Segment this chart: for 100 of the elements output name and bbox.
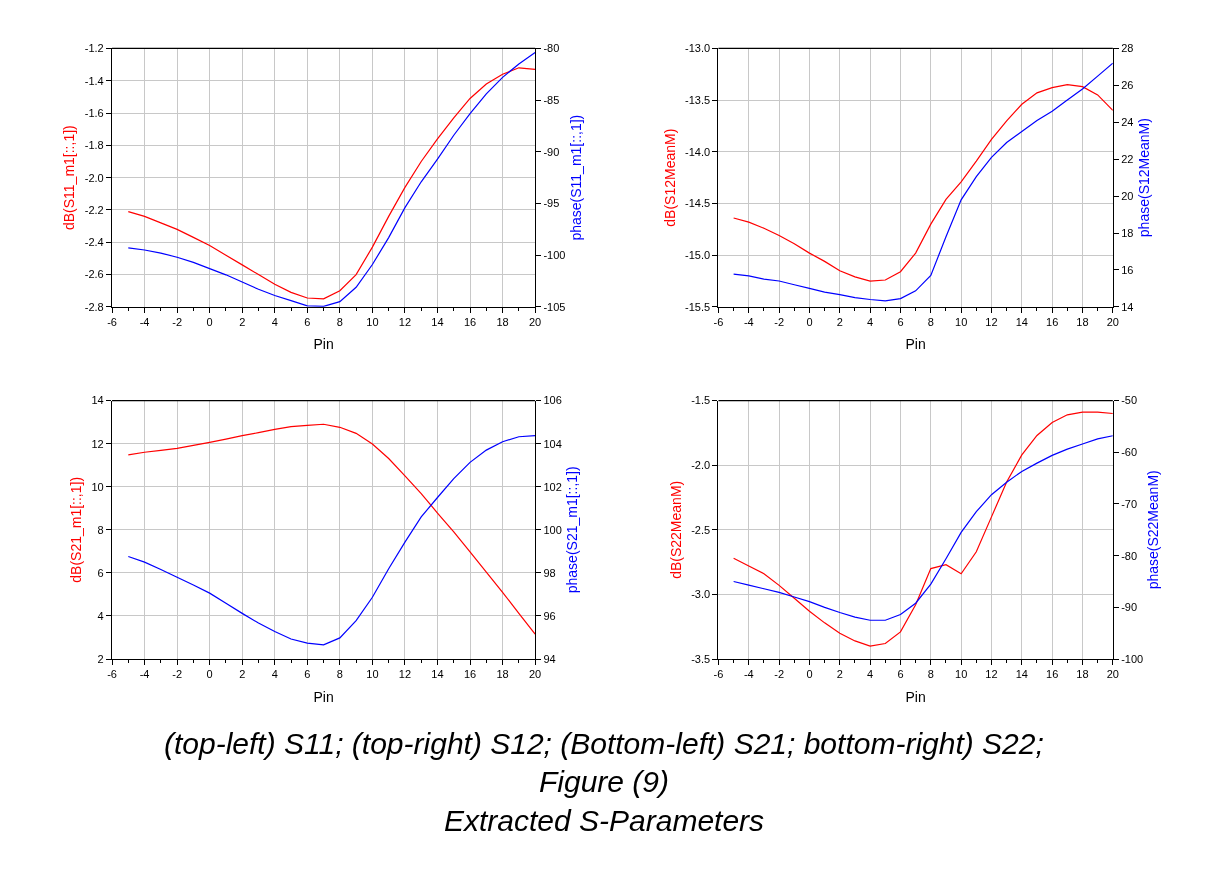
y2-tick-label: 98 <box>543 566 556 579</box>
y2-tick-label: -80 <box>543 42 560 55</box>
text: Extracted S-Parameters <box>444 804 765 837</box>
y2-tick-label: -105 <box>543 300 566 313</box>
y-tick-label: 14 <box>91 394 104 407</box>
y-axis-title: dB(S11_m1[::,1]) <box>61 125 78 231</box>
x-tick-label: 12 <box>398 668 412 681</box>
x-axis-title: Pin <box>905 336 926 353</box>
x-tick-label: -6 <box>713 668 724 681</box>
y-tick-label: -15.0 <box>685 249 711 262</box>
y-tick-label: 10 <box>91 480 104 493</box>
x-tick-label: 4 <box>867 668 874 681</box>
x-axis-title: Pin <box>905 688 926 705</box>
x-axis-title: Pin <box>313 336 334 353</box>
x-tick-label: 14 <box>1015 668 1028 681</box>
x-tick-label: -2 <box>172 668 182 681</box>
y-tick-label: 8 <box>97 523 104 536</box>
x-tick-label: 12 <box>398 316 412 329</box>
line-series <box>733 62 1113 302</box>
y-tick-label: -2.5 <box>691 523 711 536</box>
x-tick-label: 2 <box>239 316 246 329</box>
y2-tick-label: 24 <box>1121 116 1134 129</box>
x-tick-label: -4 <box>743 668 754 681</box>
y-tick-label: -1.6 <box>84 106 104 119</box>
y2-tick-label: 18 <box>1121 226 1134 239</box>
x-tick-label: 18 <box>496 316 509 329</box>
y2-tick-label: -95 <box>543 197 560 210</box>
x-tick-label: 6 <box>304 668 311 681</box>
x-tick-label: 8 <box>927 316 934 329</box>
line-series <box>733 84 1113 282</box>
y2-tick-label: 14 <box>1121 300 1134 313</box>
y2-tick-label: 100 <box>543 523 562 536</box>
y2-tick-label: 22 <box>1121 153 1134 166</box>
x-tick-label: 12 <box>985 668 998 681</box>
x-tick-label: 0 <box>806 316 813 329</box>
y2-tick-label: 16 <box>1121 263 1134 276</box>
y2-tick-label: -70 <box>1121 497 1138 510</box>
y-tick-label: -14.0 <box>685 145 711 158</box>
y2-tick-label: 96 <box>543 609 556 622</box>
y2-axis-title: phase(S12MeanM) <box>1135 118 1152 238</box>
y-tick-label: -2.0 <box>691 459 711 472</box>
x-tick-label: 4 <box>271 316 278 329</box>
y2-tick-label: -85 <box>543 93 560 106</box>
y2-tick-label: -100 <box>1121 652 1144 665</box>
y-tick-label: -3.0 <box>691 588 711 601</box>
x-tick-label: 6 <box>897 668 904 681</box>
x-tick-label: 8 <box>336 316 343 329</box>
line-series <box>733 435 1113 621</box>
x-tick-label: 2 <box>836 668 843 681</box>
y2-tick-label: -90 <box>543 145 560 158</box>
x-tick-label: 0 <box>206 316 213 329</box>
y-tick-label: -2.6 <box>84 268 104 281</box>
x-tick-label: 14 <box>431 316 444 329</box>
x-tick-label: -4 <box>139 316 150 329</box>
x-tick-label: 16 <box>463 668 477 681</box>
y-tick-label: 12 <box>91 437 104 450</box>
y2-tick-label: 102 <box>543 480 562 493</box>
x-tick-label: 0 <box>806 668 813 681</box>
x-tick-label: 20 <box>1106 316 1119 329</box>
y-tick-label: -1.2 <box>84 42 104 55</box>
x-tick-label: 10 <box>955 316 968 329</box>
x-axis-title: Pin <box>313 688 334 705</box>
x-tick-label: -6 <box>107 668 117 681</box>
y2-tick-label: -60 <box>1121 446 1138 459</box>
y-axis-title: dB(S12MeanM) <box>661 128 678 227</box>
text: Figure (9) <box>539 765 670 798</box>
y2-axis-title: phase(S22MeanM) <box>1145 470 1162 590</box>
x-tick-label: -4 <box>139 668 150 681</box>
y2-tick-label: -90 <box>1121 601 1138 614</box>
y-tick-label: -13.0 <box>685 42 711 55</box>
y-tick-label: -2.4 <box>84 236 104 249</box>
y2-tick-label: 104 <box>543 437 562 450</box>
x-tick-label: 0 <box>206 668 213 681</box>
y2-axis-title: phase(S11_m1[::,1]) <box>567 114 584 241</box>
x-tick-label: -2 <box>774 316 785 329</box>
y-axis-title: dB(S22MeanM) <box>667 480 684 579</box>
x-tick-label: 14 <box>1015 316 1028 329</box>
x-tick-label: 2 <box>239 668 246 681</box>
x-tick-label: 4 <box>271 668 278 681</box>
x-tick-label: 16 <box>1046 668 1059 681</box>
y2-tick-label: -50 <box>1121 394 1138 407</box>
y-axis-title: dB(S21_m1[::,1]) <box>68 476 85 583</box>
x-tick-label: -6 <box>713 316 724 329</box>
y2-tick-label: 20 <box>1121 189 1134 202</box>
text: (top-left) S11; (top-right) S12; (Bottom-left) S21; bottom-right) S22; <box>164 727 1044 760</box>
x-tick-label: 18 <box>496 668 509 681</box>
x-tick-label: 12 <box>985 316 998 329</box>
x-tick-label: 20 <box>529 668 542 681</box>
x-tick-label: 6 <box>304 316 311 329</box>
y2-tick-label: 26 <box>1121 79 1134 92</box>
y2-tick-label: -100 <box>543 249 566 262</box>
x-tick-label: 4 <box>867 316 874 329</box>
x-tick-label: 8 <box>336 668 343 681</box>
x-tick-label: 8 <box>927 668 934 681</box>
y-tick-label: -14.5 <box>685 197 711 210</box>
y-tick-label: -3.5 <box>691 652 711 665</box>
x-tick-label: 2 <box>836 316 843 329</box>
y-tick-label: -1.4 <box>84 74 104 87</box>
y2-axis-title: phase(S21_m1[::,1]) <box>564 466 581 594</box>
x-tick-label: 14 <box>431 668 444 681</box>
